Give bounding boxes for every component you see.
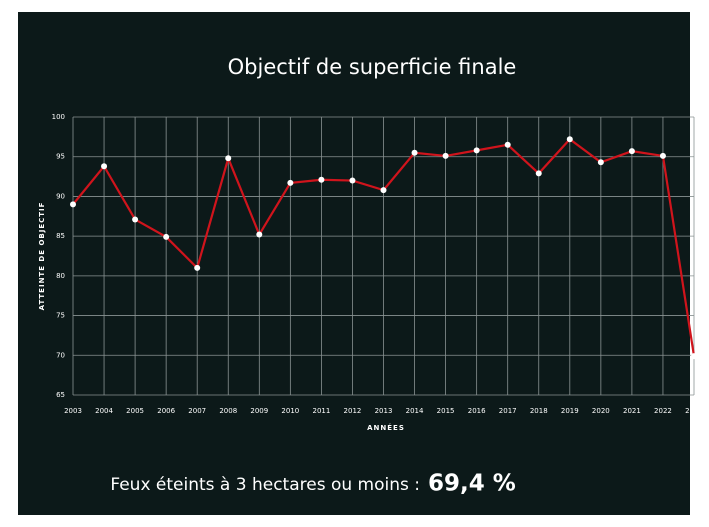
x-tick-label: 2004 — [95, 407, 113, 415]
x-tick-label: 2020 — [592, 407, 610, 415]
point — [566, 136, 573, 143]
point — [628, 148, 635, 155]
x-tick-label: 2006 — [157, 407, 175, 415]
panel — [18, 12, 690, 515]
point — [287, 179, 294, 186]
point — [194, 264, 201, 271]
point — [473, 147, 480, 154]
x-tick-label: 2022 — [654, 407, 672, 415]
point — [70, 201, 76, 208]
x-tick-label: 2014 — [406, 407, 424, 415]
y-tick-label: 65 — [56, 391, 65, 399]
x-tick-label: 2019 — [561, 407, 579, 415]
y-tick-label: 90 — [56, 192, 65, 200]
x-axis-label: ANNÉES — [367, 423, 405, 432]
point — [411, 149, 418, 156]
point — [535, 170, 542, 177]
y-tick-label: 100 — [52, 113, 65, 121]
point — [442, 152, 449, 159]
y-tick-label: 95 — [56, 153, 65, 161]
y-axis-label: ATTEINTE DE OBJECTIF — [38, 202, 46, 311]
x-tick-label: 2018 — [530, 407, 548, 415]
point — [691, 353, 697, 360]
point — [101, 163, 108, 170]
point — [380, 187, 387, 194]
x-tick-label: 2016 — [468, 407, 486, 415]
annotation-text: Feux éteints à 3 hectares ou moins : — [110, 475, 420, 495]
point — [256, 231, 263, 238]
x-tick-label: 2009 — [250, 407, 268, 415]
annotation-value: 69,4 % — [428, 471, 516, 497]
y-tick-label: 75 — [56, 312, 65, 320]
x-tick-label: 2007 — [188, 407, 206, 415]
x-tick-label: 2021 — [623, 407, 641, 415]
x-tick-label: 2005 — [126, 407, 144, 415]
point — [132, 216, 139, 223]
x-tick-label: 2011 — [312, 407, 330, 415]
x-tick-label: 2017 — [499, 407, 517, 415]
y-tick-label: 85 — [56, 232, 65, 240]
point — [504, 141, 511, 148]
x-tick-label: 2003 — [64, 407, 82, 415]
x-tick-label: 2023 — [685, 407, 703, 415]
x-tick-label: 2013 — [375, 407, 393, 415]
y-tick-label: 70 — [56, 351, 65, 359]
point — [597, 159, 604, 166]
x-tick-label: 2012 — [344, 407, 362, 415]
point — [349, 177, 356, 184]
point — [163, 233, 170, 240]
x-tick-label: 2008 — [219, 407, 237, 415]
x-tick-label: 2010 — [281, 407, 299, 415]
point — [318, 176, 325, 183]
point — [225, 155, 232, 162]
chart-title: Objectif de superficie finale — [228, 55, 517, 79]
y-tick-label: 80 — [56, 272, 65, 280]
x-tick-label: 2015 — [437, 407, 455, 415]
point — [659, 152, 666, 159]
